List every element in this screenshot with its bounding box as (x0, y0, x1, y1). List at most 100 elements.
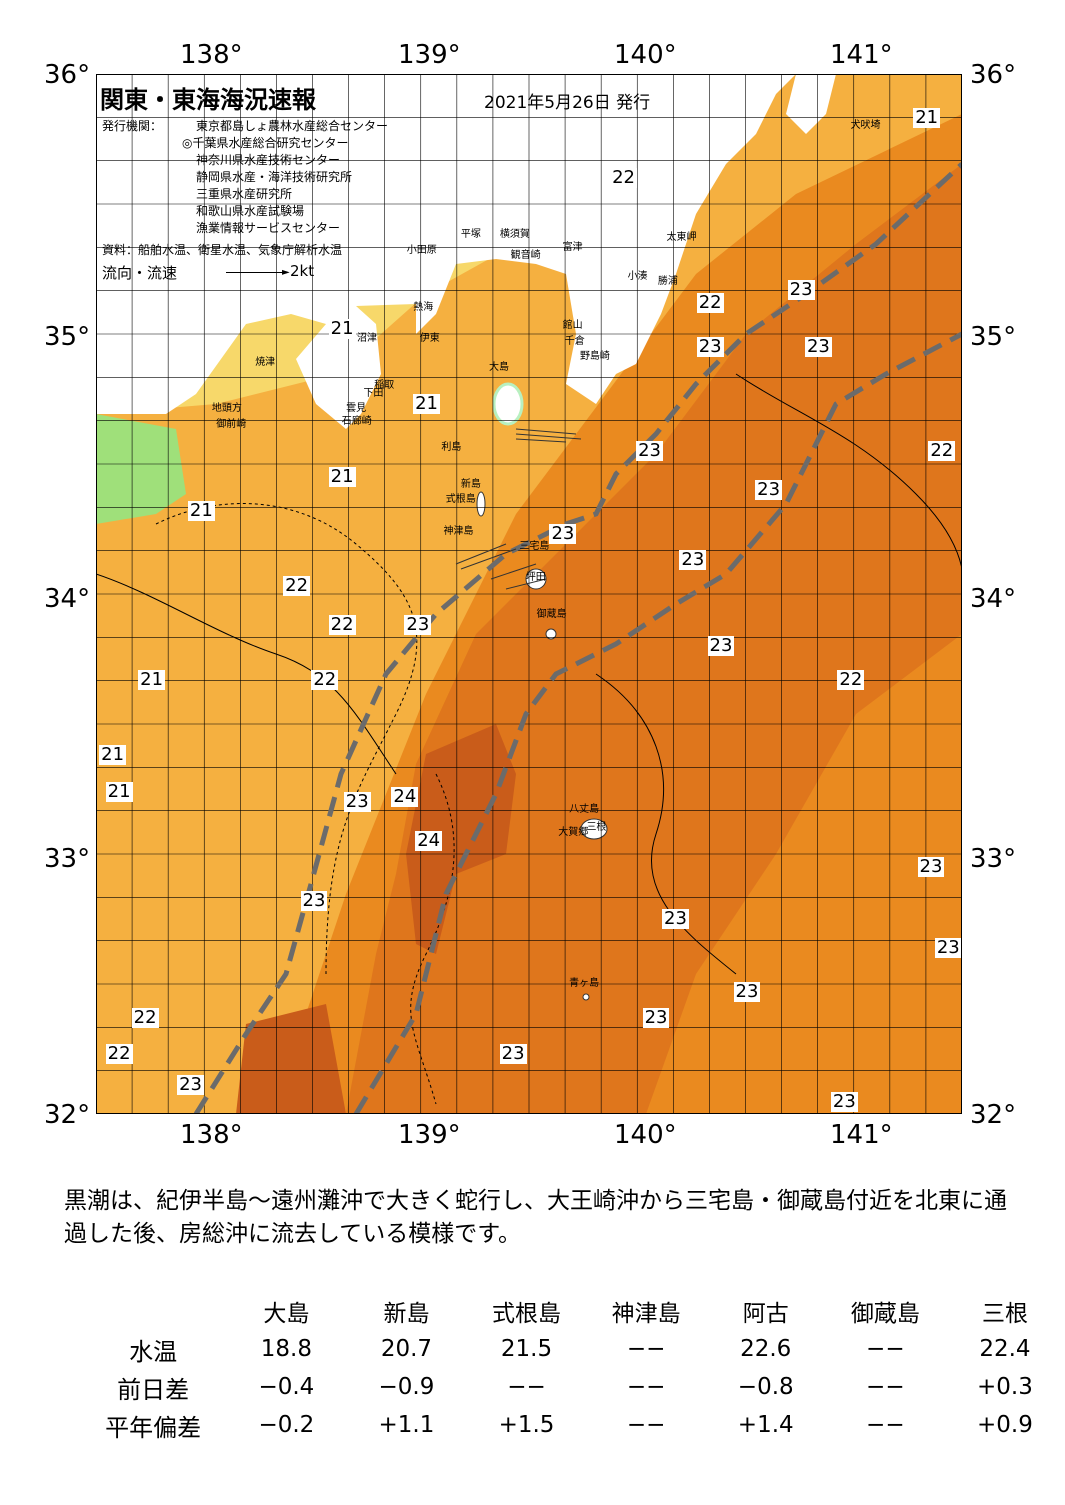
table-cell: +1.1 (378, 1412, 435, 1438)
temperature-label: 24 (415, 830, 443, 851)
temperature-label: 23 (549, 523, 577, 545)
place-label: 下田 (363, 387, 384, 399)
table-cell: −− (866, 1336, 905, 1362)
temperature-label: 23 (804, 336, 832, 357)
sea-temperature-map: 関東・東海海況速報 2021年5月26日 発行 発行機関： 東京都島しょ農林水産… (96, 74, 962, 1114)
place-label: 利島 (441, 442, 462, 454)
lat-label-34-right: 34° (970, 584, 1017, 614)
table-cell: 20.7 (380, 1336, 433, 1362)
place-label: 三根 (586, 822, 607, 833)
temperature-label: 23 (499, 1043, 527, 1065)
temperature-label: 21 (913, 107, 941, 129)
lat-label-33-right: 33° (970, 844, 1017, 874)
place-label: 石廊崎 (341, 416, 372, 428)
issuer-item: 神奈川県水産技術センター (196, 153, 341, 167)
table-cell: 21.5 (500, 1336, 553, 1362)
table-cell: 18.8 (260, 1336, 312, 1362)
place-label: 神津島 (443, 525, 474, 537)
land-honshu-west (96, 74, 416, 429)
arrow-head-icon: ► (282, 267, 290, 278)
issuer-item: 静岡県水産・海洋技術研究所 (196, 170, 353, 184)
table-header-row: 大島 新島 式根島 神津島 阿古 御蔵島 三根 (80, 1292, 1065, 1330)
temperature-label: 21 (328, 466, 356, 487)
table-cell: −0.8 (737, 1374, 794, 1400)
place-label: 御前崎 (216, 419, 247, 430)
temperature-label: 24 (391, 785, 419, 807)
table-cell: −0.2 (258, 1412, 315, 1438)
lat-label-35-left: 35° (44, 322, 91, 352)
table-row: 平年偏差 −0.2 +1.1 +1.5 −− +1.4 −− +0.9 (80, 1406, 1065, 1444)
lat-label-36-left: 36° (44, 60, 91, 90)
lon-label-138-bottom: 138° (180, 1120, 243, 1150)
row-header: 平年偏差 (105, 1413, 202, 1442)
temperature-label: 22 (131, 1006, 159, 1028)
table-cell: −− (507, 1374, 546, 1400)
issuer-list: 東京都島しょ農林水産総合センター ◎千葉県水産総合研究センター 神奈川県水産技術… (182, 118, 389, 237)
table-cell: −− (626, 1412, 666, 1438)
column-header: 三根 (981, 1301, 1028, 1327)
place-label: 太東岬 (666, 231, 697, 243)
kuroshio-axis-outer (353, 331, 962, 1114)
sea-zone-24 (406, 724, 516, 954)
column-header: 式根島 (492, 1301, 562, 1327)
place-label: 沼津 (356, 333, 377, 345)
place-label: 伊東 (419, 333, 440, 345)
lat-label-36-right: 36° (970, 60, 1017, 90)
table-cell: −0.9 (378, 1374, 435, 1400)
issuer-item: 漁業情報サービスセンター (196, 221, 341, 235)
temperature-label: 23 (830, 1091, 858, 1112)
temperature-label: 23 (662, 908, 689, 929)
place-label: 勝浦 (657, 276, 678, 287)
temperature-label: 23 (787, 278, 815, 300)
table-cell: −− (626, 1336, 666, 1362)
table-cell: −− (626, 1374, 666, 1400)
island-hachijojima (580, 818, 608, 840)
issue-date: 2021年5月26日 発行 (484, 93, 651, 113)
table-cell: 22.6 (740, 1336, 792, 1362)
temperature-label: 23 (917, 856, 945, 877)
column-header: 神津島 (611, 1301, 681, 1327)
temperature-label: 22 (311, 668, 339, 690)
place-label: 三宅島 (519, 541, 550, 553)
table-cell: −− (866, 1412, 905, 1438)
place-label: 小田原 (406, 244, 437, 256)
lat-label-35-right: 35° (970, 322, 1017, 352)
table-cell: −− (866, 1374, 905, 1400)
column-header: 大島 (263, 1301, 310, 1327)
table-cell: +1.4 (737, 1412, 794, 1438)
issuer-item: 東京都島しょ農林水産総合センター (196, 119, 389, 133)
flow-arrows (455, 428, 582, 590)
place-label: 焼津 (255, 356, 276, 368)
lon-label-140-top: 140° (614, 40, 677, 70)
place-label: 観音崎 (510, 250, 541, 261)
place-label: 千倉 (564, 335, 585, 347)
row-header: 前日差 (117, 1375, 190, 1404)
lon-label-141-bottom: 141° (830, 1120, 893, 1150)
table-cell: +0.3 (977, 1374, 1033, 1400)
data-source: 資料：船舶水温、衛星水温、気象庁解析水温 (102, 243, 343, 257)
land-enshu (96, 414, 186, 524)
kuroshio-description: 黒潮は、紀伊半島～遠州灘沖で大きく蛇行し、大王崎沖から三宅島・御蔵島付近を北東に… (64, 1188, 1007, 1247)
place-label: 館山 (562, 320, 583, 332)
place-label: 式根島 (445, 494, 476, 506)
column-header: 御蔵島 (850, 1301, 920, 1327)
place-label: 熱海 (413, 302, 434, 313)
table-cell: +0.9 (977, 1412, 1033, 1438)
temperature-label: 21 (99, 744, 127, 766)
temperature-label: 22 (696, 291, 724, 313)
table-row: 水温 18.8 20.7 21.5 −− 22.6 −− 22.4 (80, 1330, 1065, 1368)
isotherm-c (735, 373, 962, 594)
column-header: 新島 (383, 1301, 430, 1327)
temperature-label: 22 (928, 440, 956, 461)
temperature-label: 23 (642, 1006, 670, 1028)
issuer-item: 三重県水産研究所 (196, 187, 293, 201)
lat-label-33-left: 33° (44, 844, 91, 874)
flow-legend-arrow (226, 272, 286, 273)
sea-zone-23-core (346, 164, 962, 1114)
temperature-label: 21 (328, 317, 356, 339)
table-row: 前日差 −0.4 −0.9 −− −− −0.8 −− +0.3 (80, 1368, 1065, 1406)
isotherm-a (595, 673, 737, 975)
table-corner (80, 1292, 226, 1330)
temperature-label: 22 (283, 575, 311, 597)
table-cell: −0.4 (258, 1374, 315, 1400)
